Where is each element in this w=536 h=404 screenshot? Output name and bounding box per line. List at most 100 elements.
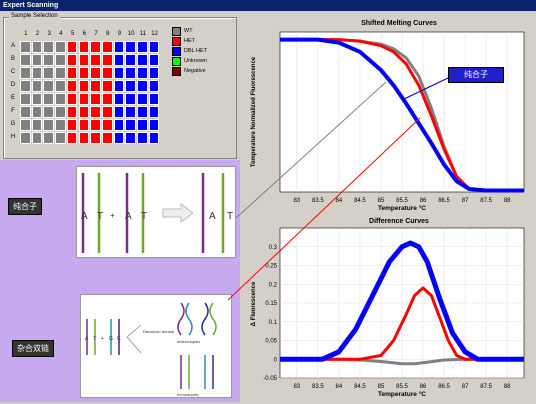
plate-column-header[interactable]: 2 (35, 31, 40, 37)
plate-column-header[interactable]: 11 (139, 31, 146, 37)
plate-well[interactable] (113, 67, 125, 79)
plate-well[interactable] (101, 132, 113, 144)
plate-row-header[interactable]: F (11, 108, 15, 114)
plate-well[interactable] (148, 80, 160, 92)
plate-well[interactable] (20, 41, 31, 53)
plate-well[interactable] (90, 119, 101, 131)
plate-well[interactable] (137, 41, 148, 53)
plate-well[interactable] (78, 67, 90, 79)
plate-well[interactable] (20, 54, 31, 66)
plate-well[interactable] (31, 67, 43, 79)
plate-well[interactable] (125, 80, 136, 92)
plate-well[interactable] (90, 106, 101, 118)
plate-well[interactable] (78, 93, 90, 105)
plate-well[interactable] (137, 132, 148, 144)
plate-well[interactable] (43, 93, 55, 105)
plate-well[interactable] (31, 54, 43, 66)
plate-well[interactable] (148, 119, 160, 131)
plate-well[interactable] (101, 41, 113, 53)
plate-column-header[interactable]: 7 (94, 31, 98, 37)
plate-well[interactable] (137, 67, 148, 79)
plate-well[interactable] (55, 93, 66, 105)
plate-well[interactable] (101, 80, 113, 92)
plate-column-header[interactable]: 3 (47, 31, 51, 37)
plate-well[interactable] (43, 106, 55, 118)
plate-column-header[interactable]: 6 (82, 31, 87, 37)
plate-well[interactable] (113, 41, 125, 53)
plate-well[interactable] (66, 93, 78, 105)
plate-well[interactable] (55, 132, 66, 144)
plate-well[interactable] (55, 119, 66, 131)
plate-well[interactable] (55, 54, 66, 66)
plate-column-header[interactable]: 4 (59, 31, 63, 37)
plate-well[interactable] (66, 119, 78, 131)
plate-well[interactable] (125, 41, 136, 53)
plate-row-header[interactable]: H (10, 134, 16, 140)
plate-well[interactable] (113, 106, 125, 118)
plate-well[interactable] (101, 106, 113, 118)
plate-well[interactable] (90, 93, 101, 105)
plate-well[interactable] (101, 93, 113, 105)
plate-well[interactable] (137, 119, 148, 131)
plate-column-header[interactable]: 9 (117, 31, 122, 37)
plate-well[interactable] (78, 119, 90, 131)
plate-well[interactable] (66, 132, 78, 144)
plate-well[interactable] (31, 132, 43, 144)
plate-well[interactable] (20, 106, 31, 118)
plate-well[interactable] (137, 106, 148, 118)
plate-well[interactable] (66, 67, 78, 79)
plate-well[interactable] (101, 119, 113, 131)
plate-column-header[interactable]: 1 (24, 31, 28, 37)
plate-well[interactable] (148, 67, 160, 79)
plate-well[interactable] (43, 41, 55, 53)
plate-well[interactable] (66, 80, 78, 92)
plate-well[interactable] (113, 80, 125, 92)
plate-well[interactable] (125, 132, 136, 144)
plate-well[interactable] (137, 80, 148, 92)
plate-column-header[interactable]: 5 (70, 31, 75, 37)
plate-row-header[interactable]: E (10, 95, 15, 101)
plate-well[interactable] (101, 54, 113, 66)
plate-well[interactable] (31, 41, 43, 53)
plate-well[interactable] (90, 54, 101, 66)
plate-well[interactable] (43, 67, 55, 79)
plate-well[interactable] (137, 54, 148, 66)
plate-well[interactable] (55, 67, 66, 79)
plate-well[interactable] (55, 41, 66, 53)
plate-well[interactable] (90, 132, 101, 144)
plate-well[interactable] (31, 80, 43, 92)
plate-well[interactable] (113, 93, 125, 105)
plate-well[interactable] (20, 67, 31, 79)
plate-well[interactable] (66, 41, 78, 53)
plate-well[interactable] (31, 93, 43, 105)
plate-well[interactable] (148, 132, 160, 144)
plate-well[interactable] (20, 80, 31, 92)
plate-row-header[interactable]: A (10, 43, 15, 49)
plate-column-header[interactable]: 8 (106, 31, 110, 37)
plate-well[interactable] (148, 106, 160, 118)
plate-well[interactable] (148, 54, 160, 66)
plate-well[interactable] (90, 80, 101, 92)
plate-well[interactable] (148, 41, 160, 53)
plate-row-header[interactable]: G (10, 121, 16, 127)
plate-well[interactable] (125, 93, 136, 105)
plate-well[interactable] (101, 67, 113, 79)
plate-column-header[interactable]: 10 (127, 31, 135, 37)
plate-well[interactable] (125, 119, 136, 131)
plate-well[interactable] (20, 93, 31, 105)
plate-well[interactable] (66, 54, 78, 66)
plate-row-header[interactable]: C (10, 69, 16, 75)
plate-well[interactable] (113, 132, 125, 144)
plate-well[interactable] (20, 119, 31, 131)
plate-well[interactable] (20, 132, 31, 144)
plate-well[interactable] (43, 80, 55, 92)
plate-row-header[interactable]: B (10, 56, 15, 62)
plate-well[interactable] (137, 93, 148, 105)
plate-well[interactable] (43, 54, 55, 66)
plate-well[interactable] (43, 132, 55, 144)
plate-well[interactable] (31, 106, 43, 118)
plate-well[interactable] (90, 41, 101, 53)
plate-well[interactable] (78, 41, 90, 53)
plate-well[interactable] (78, 54, 90, 66)
plate-column-header[interactable]: 12 (151, 31, 158, 37)
